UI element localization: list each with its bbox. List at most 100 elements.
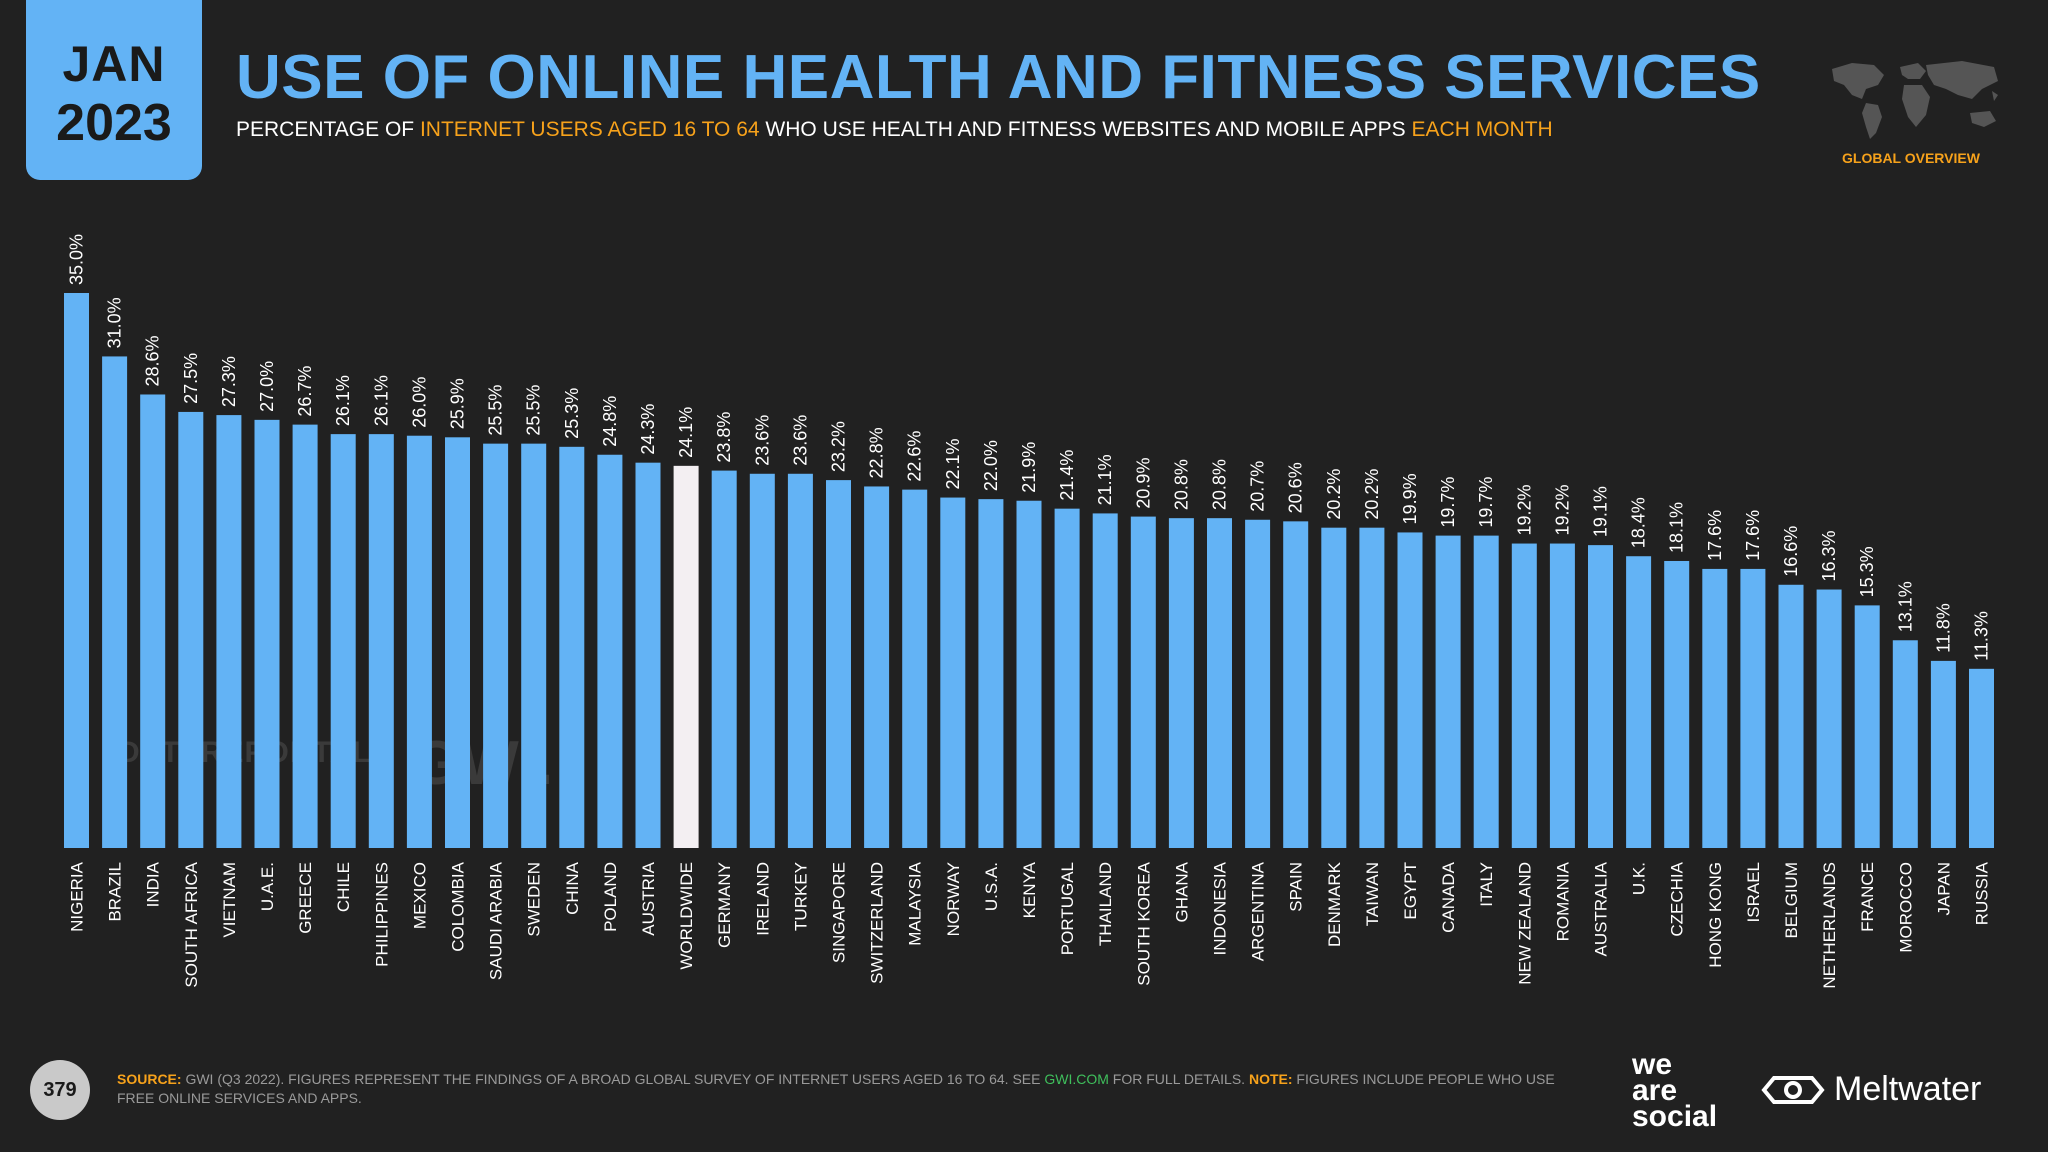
value-label: 16.6%: [1781, 526, 1801, 577]
subtitle-highlight-2: EACH MONTH: [1411, 118, 1553, 141]
category-label: MALAYSIA: [906, 861, 925, 945]
category-label: SAUDI ARABIA: [487, 861, 506, 980]
value-label: 20.9%: [1133, 458, 1153, 509]
bar-vietnam: [216, 415, 242, 848]
category-label: GERMANY: [715, 862, 734, 948]
bar-hong-kong: [1702, 568, 1728, 848]
category-label: U.K.: [1630, 862, 1649, 895]
page-title: USE OF ONLINE HEALTH AND FITNESS SERVICE…: [236, 43, 1761, 112]
bar-colombia: [445, 437, 470, 848]
category-label: PHILIPPINES: [372, 862, 391, 967]
category-label: VIETNAM: [220, 862, 239, 938]
category-label: CANADA: [1439, 861, 1458, 933]
value-label: 25.3%: [562, 388, 582, 439]
bar-singapore: [826, 480, 851, 848]
category-label: JAPAN: [1934, 862, 1953, 916]
category-label: BELGIUM: [1782, 862, 1801, 939]
value-label: 20.2%: [1362, 469, 1382, 520]
category-label: U.A.E.: [258, 862, 277, 911]
value-label: 16.3%: [1819, 530, 1839, 581]
category-label: FRANCE: [1858, 862, 1877, 932]
bar-denmark: [1321, 527, 1347, 848]
category-label: COLOMBIA: [449, 861, 468, 951]
value-label: 24.3%: [638, 404, 658, 455]
category-label: SINGAPORE: [830, 862, 849, 963]
bar-u-a-e: [254, 419, 280, 848]
category-label: AUSTRIA: [639, 861, 658, 935]
bar-taiwan: [1359, 527, 1385, 848]
meltwater-mark-icon: [1761, 1075, 1825, 1104]
logo-line-2: are: [1632, 1074, 1678, 1107]
bar-greece: [292, 424, 318, 848]
bar-u-s-a: [978, 499, 1004, 848]
value-label: 11.8%: [1933, 603, 1953, 653]
value-label: 17.6%: [1705, 510, 1725, 561]
value-label: 25.9%: [448, 378, 468, 429]
logo-line-1: we: [1632, 1048, 1673, 1081]
value-label: 24.1%: [676, 407, 696, 458]
category-label: PORTUGAL: [1058, 862, 1077, 955]
value-label: 26.7%: [295, 366, 315, 417]
category-label: RUSSIA: [1973, 861, 1992, 925]
category-label: ISRAEL: [1744, 862, 1763, 922]
value-label: 22.0%: [981, 440, 1001, 491]
bar-u-k: [1626, 556, 1652, 848]
bar-japan: [1930, 660, 1956, 848]
date-badge: JAN 2023: [26, 0, 202, 180]
bar-ghana: [1168, 518, 1194, 848]
value-label: 27.3%: [219, 356, 239, 407]
bar-philippines: [368, 434, 394, 848]
bar-new-zealand: [1511, 543, 1537, 848]
value-label: 27.0%: [257, 361, 277, 412]
bar-austria: [635, 462, 661, 848]
bar-sweden: [521, 443, 547, 848]
value-label: 19.2%: [1552, 484, 1572, 535]
value-label: 18.4%: [1629, 497, 1649, 548]
bar-malaysia: [902, 489, 928, 848]
value-label: 22.8%: [867, 427, 887, 478]
bar-romania: [1549, 543, 1575, 848]
value-label: 19.9%: [1400, 473, 1420, 524]
value-label: 19.7%: [1476, 477, 1496, 528]
bar-nigeria: [64, 293, 89, 848]
value-label: 23.6%: [790, 415, 810, 466]
category-label: THAILAND: [1096, 862, 1115, 946]
bar-canada: [1435, 535, 1461, 848]
date-month: JAN: [62, 36, 166, 92]
subtitle-part-1: PERCENTAGE OF: [236, 118, 420, 141]
bar-switzerland: [864, 486, 890, 848]
category-label: AUSTRALIA: [1592, 861, 1611, 956]
category-label: CHILE: [334, 862, 353, 912]
bar-germany: [711, 470, 737, 848]
bar-south-africa: [178, 411, 204, 848]
category-label: SOUTH KOREA: [1134, 861, 1153, 985]
value-label: 27.5%: [181, 353, 201, 404]
category-label: WORLDWIDE: [677, 862, 696, 970]
page-number: 379: [30, 1060, 90, 1120]
bar-turkey: [787, 473, 813, 848]
value-label: 21.9%: [1019, 442, 1039, 493]
bar-indonesia: [1207, 518, 1232, 848]
bar-south-korea: [1130, 516, 1156, 848]
region-label: GLOBAL OVERVIEW: [1842, 150, 1980, 166]
value-label: 19.1%: [1591, 486, 1611, 537]
category-label: KENYA: [1020, 861, 1039, 918]
category-label: ARGENTINA: [1249, 861, 1268, 961]
value-label: 20.8%: [1210, 459, 1230, 510]
value-label: 20.6%: [1286, 462, 1306, 513]
bar-argentina: [1245, 519, 1271, 848]
subtitle-highlight-1: INTERNET USERS AGED 16 TO 64: [419, 118, 760, 141]
value-label: 20.7%: [1248, 461, 1268, 512]
bar-belgium: [1778, 584, 1804, 848]
bar-italy: [1473, 535, 1499, 848]
source-text: GWI (Q3 2022). FIGURES REPRESENT THE FIN…: [181, 1071, 1045, 1087]
logo-line-3: social: [1632, 1100, 1718, 1133]
category-label: POLAND: [601, 862, 620, 932]
bar-poland: [597, 454, 623, 848]
bar-israel: [1740, 568, 1766, 848]
category-label: ITALY: [1477, 862, 1496, 907]
value-label: 15.3%: [1857, 546, 1877, 597]
source-link[interactable]: GWI.COM: [1044, 1071, 1109, 1087]
bar-portugal: [1054, 508, 1080, 848]
